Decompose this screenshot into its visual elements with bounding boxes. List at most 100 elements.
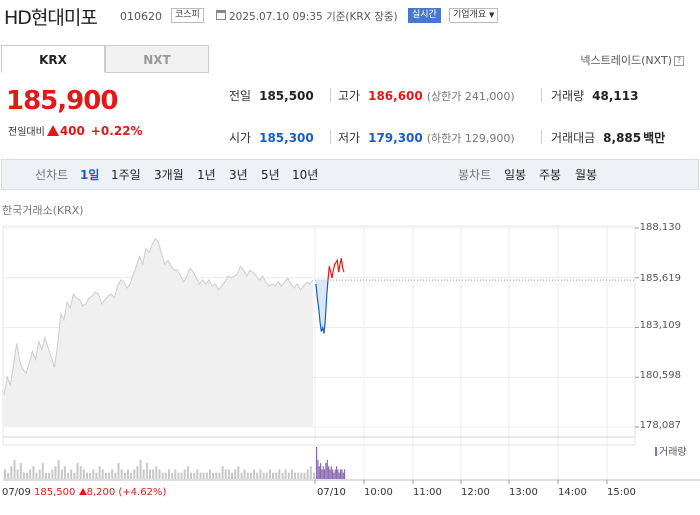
volume-bar [278, 469, 281, 479]
x-tick-label: 13:00 [509, 487, 538, 498]
market-tabs: KRX NXT [1, 45, 210, 73]
volume-bar [205, 472, 208, 479]
tab-period-1y[interactable]: 1년 [197, 168, 216, 182]
volume-bar-today [322, 466, 324, 479]
x-tick-label: 10:00 [364, 487, 393, 498]
tab-period-10y[interactable]: 10년 [292, 168, 319, 182]
volume-bar [111, 469, 114, 479]
prev-day-date: 07/09 [2, 487, 31, 498]
volume-bar-today [317, 459, 319, 479]
volume-bar-today [321, 469, 323, 479]
stat-value: 8,885 [603, 131, 642, 145]
volume-bar [174, 469, 177, 479]
y-tick-label: 180,598 [639, 370, 681, 381]
stat-value: 48,113 [592, 89, 639, 103]
line-chart-label[interactable]: 선차트 [35, 168, 69, 182]
volume-bar [208, 469, 211, 479]
volume-bar [227, 469, 230, 479]
stat-value: 186,600 [368, 89, 423, 103]
volume-bar [155, 466, 158, 479]
volume-bar-today [330, 466, 332, 479]
volume-legend-swatch [655, 447, 657, 456]
tab-candle-daily[interactable]: 일봉 [504, 168, 527, 182]
volume-bar [265, 472, 268, 479]
volume-bar [259, 469, 262, 479]
x-tick-label: 15:00 [607, 487, 636, 498]
prev-day-area [4, 238, 313, 427]
y-tick-label: 185,619 [639, 273, 681, 284]
tab-nxt[interactable]: NXT [105, 45, 209, 73]
tab-period-1w[interactable]: 1주일 [111, 168, 141, 182]
today-below-line [315, 280, 329, 334]
volume-bar-today [341, 469, 343, 479]
change-percent: +0.22% [90, 124, 143, 138]
volume-bar [300, 472, 303, 479]
prev-day-pct: (+4.62%) [118, 487, 167, 498]
tab-period-1d[interactable]: 1일 [80, 168, 100, 182]
nextrade-link[interactable]: 넥스트레이드(NXT)? [580, 52, 684, 68]
change-value: 400 [59, 124, 85, 138]
volume-bar [136, 466, 139, 479]
volume-bar [57, 459, 60, 479]
volume-bar [196, 469, 199, 479]
volume-bar [133, 469, 136, 479]
volume-bar [215, 472, 218, 479]
stat-unit: 백만 [643, 131, 666, 145]
stat-sub: (상한가 241,000) [426, 90, 515, 103]
stock-code: 010620 [120, 10, 162, 23]
volume-bar [67, 472, 70, 479]
price-chart[interactable] [0, 215, 700, 485]
volume-bar [152, 469, 155, 479]
volume-bar [120, 469, 123, 479]
volume-bar [70, 469, 73, 479]
volume-bar [180, 472, 183, 479]
volume-bar [249, 472, 252, 479]
volume-bar-today [332, 469, 334, 479]
stat-label: 거래량 [551, 89, 585, 103]
tab-krx[interactable]: KRX [1, 45, 105, 73]
x-tick-label: 11:00 [413, 487, 442, 498]
divider [330, 88, 331, 102]
volume-bar [171, 472, 174, 479]
volume-bar [268, 469, 271, 479]
volume-bar [35, 472, 38, 479]
volume-bar [243, 469, 246, 479]
volume-bar [281, 472, 284, 479]
volume-bar [164, 472, 167, 479]
volume-bar [86, 472, 88, 479]
volume-bar-today [334, 469, 336, 479]
volume-bar [306, 469, 309, 479]
realtime-badge[interactable]: 실시간 [408, 8, 441, 23]
volume-bar-today [342, 472, 344, 479]
volume-bar [284, 469, 287, 479]
volume-bar [92, 469, 95, 479]
volume-bar-today [324, 469, 326, 479]
volume-bar [48, 472, 51, 479]
volume-bar-today [336, 466, 338, 479]
calendar-icon [216, 10, 226, 20]
volume-bar [73, 472, 76, 479]
volume-bar [19, 463, 22, 479]
volume-bar [186, 466, 189, 479]
prev-day-line [3, 237, 314, 396]
help-icon[interactable]: ? [674, 56, 684, 66]
stat-value: 179,300 [368, 131, 423, 145]
company-overview-button[interactable]: 기업개요 ▼ [449, 8, 499, 23]
volume-bar [218, 472, 221, 479]
company-overview-label: 기업개요 [453, 10, 487, 20]
tab-period-3y[interactable]: 3년 [229, 168, 248, 182]
stat-label: 거래대금 [551, 131, 596, 145]
tab-candle-weekly[interactable]: 주봉 [539, 168, 562, 182]
volume-bar [54, 466, 57, 479]
tab-period-5y[interactable]: 5년 [261, 168, 280, 182]
volume-bar-today [325, 463, 327, 479]
volume-bar [168, 469, 170, 479]
volume-bar-today [320, 463, 322, 479]
volume-bar [139, 459, 142, 479]
volume-bar [127, 469, 129, 479]
tab-candle-monthly[interactable]: 월봉 [575, 168, 598, 182]
volume-bar [104, 472, 107, 479]
candle-chart-label[interactable]: 봉차트 [458, 168, 492, 182]
stat-label: 전일 [229, 89, 252, 103]
tab-period-3m[interactable]: 3개월 [154, 168, 184, 182]
